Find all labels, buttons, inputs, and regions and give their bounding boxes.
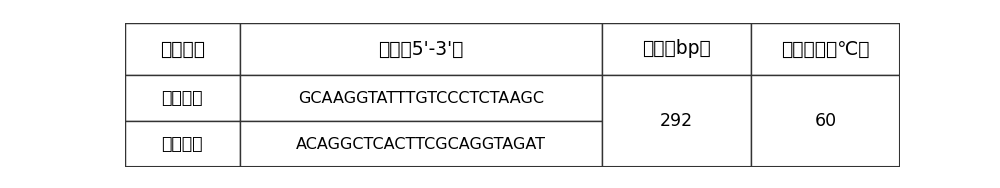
Text: ACAGGCTCACTTCGCAGGTAGAT: ACAGGCTCACTTCGCAGGTAGAT xyxy=(296,137,546,152)
Bar xyxy=(602,23,751,75)
Bar xyxy=(240,121,602,167)
Bar xyxy=(751,23,900,75)
Text: 退火温度（℃）: 退火温度（℃） xyxy=(781,39,870,58)
Text: 上游引物: 上游引物 xyxy=(162,89,203,107)
Bar xyxy=(125,23,240,75)
Bar xyxy=(240,23,602,75)
Text: GCAAGGTATTTGTCCCTCTAAGC: GCAAGGTATTTGTCCCTCTAAGC xyxy=(298,91,544,106)
Bar xyxy=(240,75,602,121)
Bar xyxy=(125,75,240,121)
Bar xyxy=(125,121,240,167)
Text: 长度（bp）: 长度（bp） xyxy=(642,39,711,58)
Bar xyxy=(751,75,900,167)
Text: 序列（5'-3'）: 序列（5'-3'） xyxy=(378,39,464,58)
Text: 292: 292 xyxy=(660,112,693,130)
Text: 引物名称: 引物名称 xyxy=(160,39,205,58)
Text: 下游引物: 下游引物 xyxy=(162,135,203,153)
Text: 60: 60 xyxy=(815,112,837,130)
Bar xyxy=(602,75,751,167)
